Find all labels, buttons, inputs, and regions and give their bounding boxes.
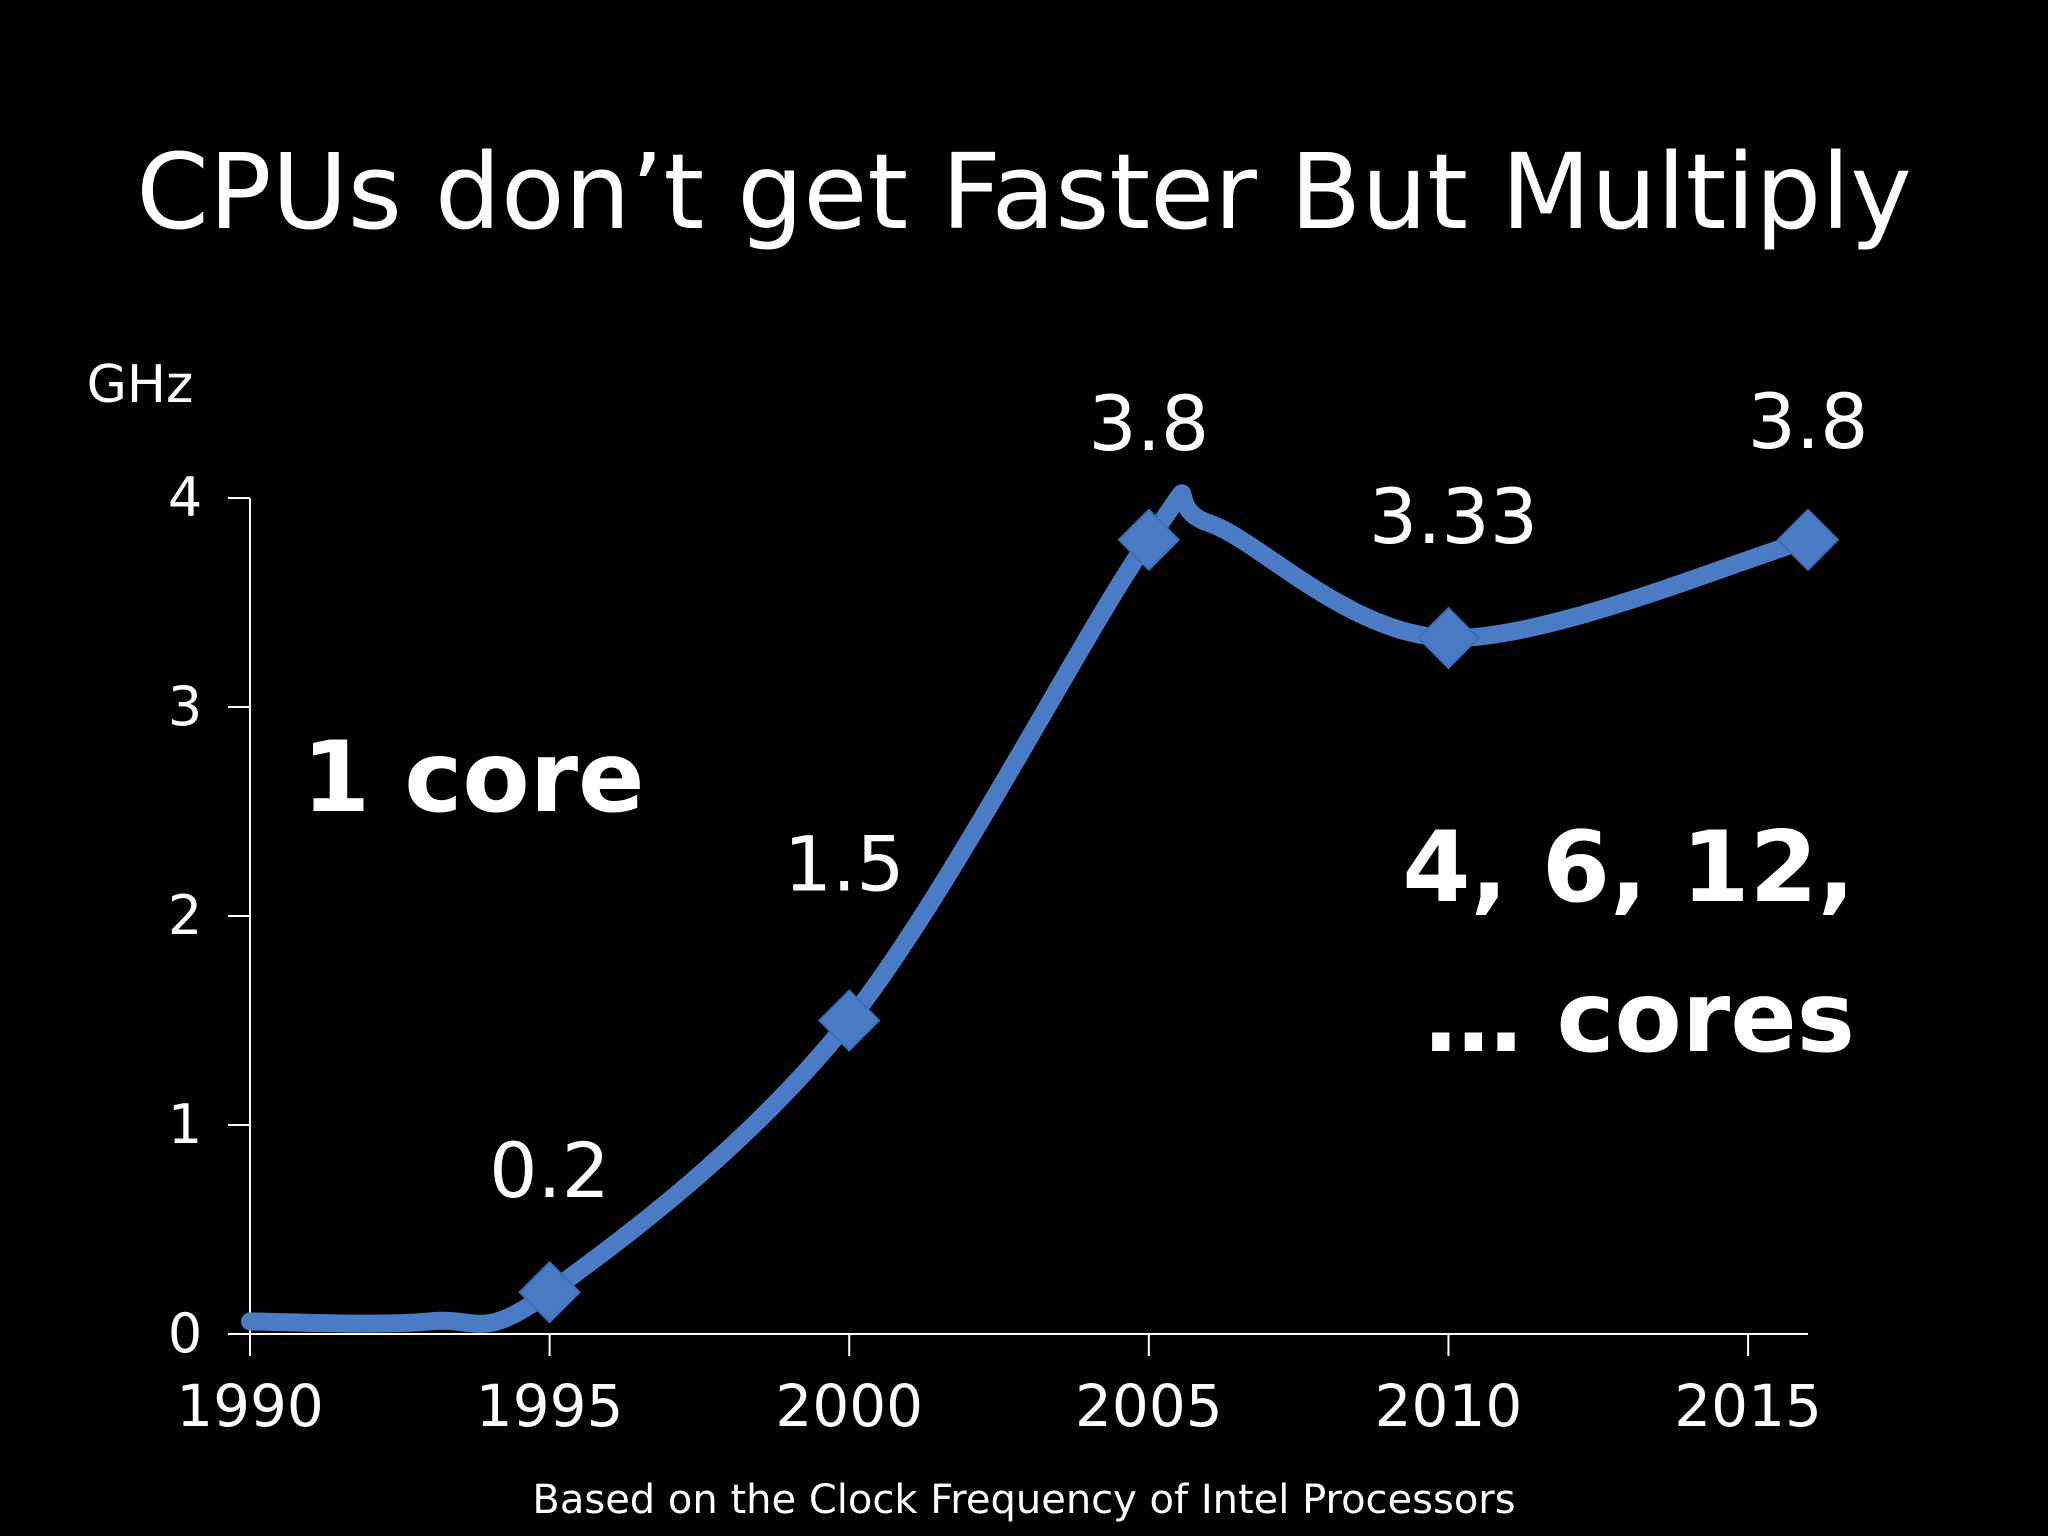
y-tick-label: 4 <box>168 466 202 529</box>
single-core-annotation: 1 core <box>302 721 645 835</box>
data-point-label: 0.2 <box>489 1126 610 1215</box>
x-tick-label: 1990 <box>176 1372 324 1440</box>
multi-core-annotation-line2: … cores <box>1424 961 1855 1075</box>
y-tick-label: 0 <box>168 1302 202 1365</box>
slide-title: CPUs don’t get Faster But Multiply <box>136 131 1912 253</box>
x-tick-label: 2015 <box>1674 1372 1822 1440</box>
data-point-label: 3.8 <box>1088 379 1209 468</box>
data-point-marker <box>1776 508 1840 572</box>
data-point-marker <box>518 1260 582 1324</box>
data-point-label: 1.5 <box>784 820 905 909</box>
y-tick-label: 1 <box>168 1093 202 1156</box>
y-axis-label: GHz <box>87 355 194 415</box>
x-tick-label: 2000 <box>775 1372 923 1440</box>
data-point-marker <box>1417 606 1480 670</box>
y-tick-label: 3 <box>168 675 202 738</box>
data-point-label: 3.8 <box>1748 377 1869 466</box>
multi-core-annotation-line1: 4, 6, 12, <box>1402 811 1855 925</box>
chart-caption: Based on the Clock Frequency of Intel Pr… <box>532 1477 1516 1523</box>
data-point-marker <box>1117 508 1181 572</box>
x-tick-label: 2005 <box>1075 1372 1223 1440</box>
data-point-label: 3.33 <box>1369 472 1538 561</box>
x-tick-label: 1995 <box>476 1372 624 1440</box>
x-tick-label: 2010 <box>1375 1372 1523 1440</box>
data-point-marker <box>817 989 881 1052</box>
y-tick-label: 2 <box>168 884 202 947</box>
